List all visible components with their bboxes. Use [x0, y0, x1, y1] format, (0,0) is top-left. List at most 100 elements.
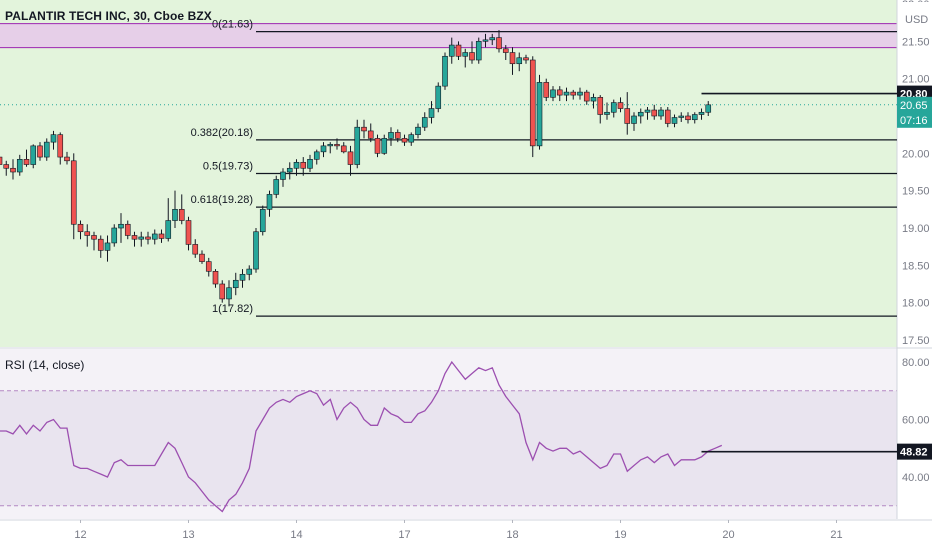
candle-body	[415, 126, 421, 135]
rsi-line	[0, 360, 723, 513]
candle-body	[239, 273, 246, 281]
candle-body	[550, 89, 556, 98]
time-axis-tick-label: 20	[722, 529, 734, 541]
time-axis-tick-label: 17	[398, 529, 410, 541]
countdown-timer: 07:16	[900, 115, 928, 127]
candle-body	[577, 91, 583, 96]
candle-body	[428, 108, 435, 118]
candle-body	[266, 194, 273, 210]
candle-body	[70, 160, 77, 225]
candle-body	[374, 138, 381, 154]
candle-body	[435, 85, 442, 109]
candle-body	[280, 171, 286, 180]
candle-body	[583, 91, 590, 102]
time-axis-tick-label: 12	[74, 529, 86, 541]
candle-body	[307, 159, 313, 169]
candle-body	[97, 238, 104, 251]
candle-body	[691, 114, 698, 121]
candle-body	[313, 151, 320, 160]
candle-body	[172, 209, 178, 221]
time-axis-tick-label: 14	[290, 529, 302, 541]
candle-body	[685, 115, 691, 121]
fib-level-label: 0(21.63)	[212, 19, 253, 31]
candle-body	[448, 44, 455, 57]
candle-body	[286, 167, 293, 173]
candle-body	[158, 233, 165, 239]
candle-body	[563, 91, 570, 96]
candle-body	[0, 156, 3, 165]
candle-body	[570, 91, 577, 96]
rsi-axis-tick-label: 80.00	[902, 357, 930, 369]
candle-body	[43, 141, 50, 158]
fib-level-label: 0.5(19.73)	[203, 160, 253, 172]
time-axis-tick-label: 21	[830, 529, 842, 541]
candle-body	[381, 138, 388, 154]
candle-body	[212, 271, 219, 285]
candle-body	[482, 39, 489, 42]
rsi-axis-tick-label: 40.00	[902, 472, 930, 484]
candle-body	[77, 223, 84, 233]
candle-body	[556, 89, 563, 96]
last-price-badge	[897, 96, 932, 128]
candle-body	[367, 130, 374, 139]
time-axis-tick-label: 19	[614, 529, 626, 541]
candle-body	[118, 223, 124, 229]
candle-body	[394, 132, 401, 139]
time-axis-tick-label: 18	[506, 529, 518, 541]
candle-body	[529, 59, 536, 147]
symbol-title: PALANTIR TECH INC, 30, Cboe BZX	[5, 9, 212, 23]
candle-body	[273, 179, 280, 195]
candle-body	[205, 261, 212, 272]
candle-body	[388, 132, 394, 139]
candle-body	[678, 115, 685, 118]
candle-body	[671, 117, 678, 124]
candle-body	[502, 48, 509, 53]
candle-body	[462, 52, 469, 57]
candle-body	[637, 111, 644, 117]
candle-body	[340, 145, 347, 153]
candle-body	[631, 115, 637, 124]
candle-body	[705, 104, 712, 113]
candle-body	[651, 109, 658, 117]
candle-body	[30, 145, 37, 165]
candle-body	[178, 209, 185, 221]
candle-body	[509, 52, 516, 65]
currency-label-bg	[899, 2, 931, 28]
candle-body	[658, 109, 664, 117]
candle-body	[259, 209, 266, 233]
candle-body	[145, 236, 151, 240]
candle-body	[192, 244, 199, 255]
candle-body	[3, 164, 10, 169]
candle-body	[84, 231, 91, 236]
candle-body	[664, 109, 671, 124]
candle-body	[401, 138, 408, 143]
candle-body	[455, 44, 462, 57]
price-axis-tick-label: 17.50	[902, 335, 930, 347]
candle-body	[138, 236, 145, 240]
candle-body	[16, 159, 23, 173]
candle-body	[293, 161, 300, 169]
candle-body	[219, 283, 226, 300]
candle-body	[543, 82, 550, 98]
candle-body	[610, 102, 617, 113]
rsi-title: RSI (14, close)	[5, 358, 85, 372]
candle-body	[131, 235, 138, 240]
candle-body	[334, 144, 340, 147]
candle-body	[361, 126, 367, 132]
price-axis-tick-label: 19.50	[902, 186, 930, 198]
candle-body	[442, 55, 448, 87]
candle-body	[124, 223, 131, 236]
candle-body	[185, 220, 192, 245]
candle-body	[165, 220, 172, 239]
candle-body	[698, 111, 705, 115]
fib-zero-band	[0, 23, 897, 48]
candle-body	[50, 134, 57, 143]
time-axis-tick-label: 13	[182, 529, 194, 541]
price-axis-tick-label: 21.00	[902, 74, 930, 86]
candle-body	[354, 126, 361, 165]
price-axis-tick-label: 20.00	[902, 148, 930, 160]
candle-body	[104, 242, 111, 251]
candle-body	[644, 109, 651, 113]
